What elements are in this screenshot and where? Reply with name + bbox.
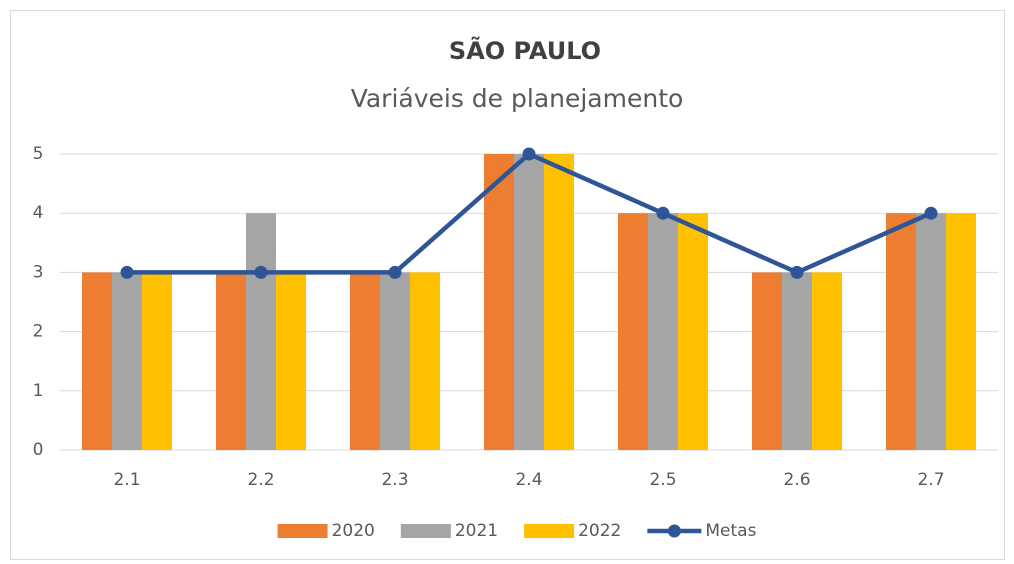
x-tick-label: 2.6 bbox=[783, 470, 810, 490]
line-marker bbox=[388, 265, 402, 279]
line-marker bbox=[924, 206, 938, 220]
bar bbox=[350, 272, 380, 450]
bar bbox=[410, 272, 440, 450]
legend-label: 2022 bbox=[578, 521, 621, 541]
bar bbox=[82, 272, 112, 450]
bar bbox=[782, 272, 812, 450]
y-tick-label: 4 bbox=[33, 203, 44, 223]
bar bbox=[752, 272, 782, 450]
line-marker bbox=[656, 206, 670, 220]
bar bbox=[112, 272, 142, 450]
x-tick-label: 2.4 bbox=[515, 470, 542, 490]
bar bbox=[380, 272, 410, 450]
legend-label: 2020 bbox=[332, 521, 375, 541]
bar bbox=[886, 213, 916, 450]
line-marker bbox=[790, 265, 804, 279]
chart-subtitle: Variáveis de planejamento bbox=[351, 84, 684, 113]
line-marker bbox=[120, 265, 134, 279]
chart-title: SÃO PAULO bbox=[449, 36, 601, 65]
bar bbox=[916, 213, 946, 450]
bar bbox=[544, 154, 574, 450]
bar bbox=[216, 272, 246, 450]
y-tick-label: 0 bbox=[33, 440, 44, 460]
x-tick-label: 2.2 bbox=[247, 470, 274, 490]
x-tick-label: 2.5 bbox=[649, 470, 676, 490]
y-tick-label: 3 bbox=[33, 262, 44, 282]
bar bbox=[276, 272, 306, 450]
y-tick-label: 1 bbox=[33, 381, 44, 401]
x-tick-label: 2.1 bbox=[113, 470, 140, 490]
legend-swatch bbox=[524, 524, 575, 538]
bar bbox=[678, 213, 708, 450]
x-tick-label: 2.3 bbox=[381, 470, 408, 490]
bar bbox=[514, 154, 544, 450]
bar bbox=[618, 213, 648, 450]
bar bbox=[142, 272, 172, 450]
line-marker bbox=[522, 147, 536, 161]
legend-label: 2021 bbox=[455, 521, 498, 541]
bar bbox=[946, 213, 976, 450]
bar bbox=[246, 213, 276, 450]
legend-swatch bbox=[400, 524, 451, 538]
bar bbox=[484, 154, 514, 450]
line-marker bbox=[254, 265, 268, 279]
x-tick-label: 2.7 bbox=[917, 470, 944, 490]
bar bbox=[812, 272, 842, 450]
y-tick-label: 5 bbox=[33, 144, 44, 164]
bar bbox=[648, 213, 678, 450]
legend-swatch bbox=[277, 524, 328, 538]
legend-label: Metas bbox=[705, 521, 756, 541]
legend-marker bbox=[667, 524, 681, 538]
y-tick-label: 2 bbox=[33, 322, 44, 342]
